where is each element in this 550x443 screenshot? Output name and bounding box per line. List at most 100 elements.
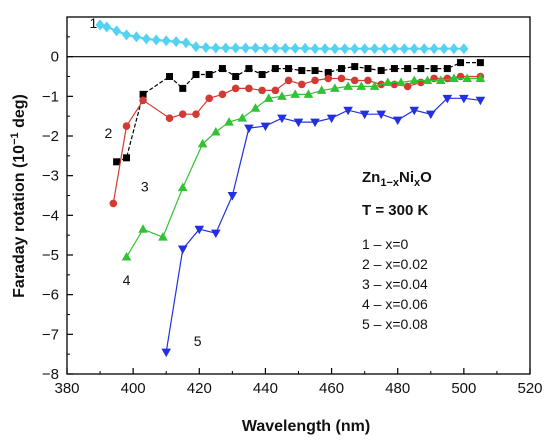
data-point — [241, 42, 251, 54]
formula-ni: Ni — [399, 169, 414, 186]
data-point — [310, 43, 320, 55]
data-point — [459, 43, 469, 55]
series-4 — [121, 73, 486, 261]
data-point — [476, 59, 484, 67]
data-point — [320, 43, 330, 55]
x-tick-label: 460 — [319, 380, 344, 397]
data-point — [290, 89, 300, 98]
data-point — [475, 96, 486, 106]
legend: 1 – x=0 2 – x=0.02 3 – x=0.04 4 – x=0.06 5 –… — [362, 236, 428, 332]
data-point — [449, 43, 459, 55]
data-point — [442, 94, 453, 104]
data-point — [396, 77, 406, 86]
data-point — [122, 29, 132, 41]
data-point — [337, 65, 345, 73]
data-point — [224, 117, 234, 126]
data-point — [462, 73, 472, 82]
data-point — [158, 232, 168, 241]
data-point — [376, 110, 386, 120]
data-point — [429, 43, 439, 55]
data-point — [351, 63, 359, 71]
data-point — [171, 36, 181, 48]
data-point — [179, 84, 187, 92]
data-point — [399, 43, 409, 55]
data-point — [350, 43, 360, 55]
data-point — [356, 81, 367, 90]
data-point — [277, 91, 287, 100]
data-point — [205, 94, 214, 103]
data-point — [102, 21, 112, 33]
data-point — [122, 122, 131, 130]
data-point — [370, 43, 380, 55]
data-point — [161, 35, 171, 47]
data-point — [300, 42, 310, 54]
data-point — [311, 76, 319, 85]
data-point — [409, 43, 419, 55]
data-point — [245, 65, 253, 73]
data-point — [232, 73, 240, 80]
data-point — [298, 80, 306, 89]
data-point — [443, 65, 451, 73]
data-point — [231, 42, 241, 54]
formula-o: O — [420, 169, 432, 186]
data-point — [177, 245, 188, 255]
data-point — [303, 89, 314, 98]
data-point — [343, 106, 353, 116]
legend-entry: 3 – x=0.04 — [362, 276, 428, 292]
data-point — [112, 25, 122, 37]
data-point — [324, 74, 333, 83]
data-point — [404, 65, 412, 73]
data-point — [271, 86, 280, 95]
data-point — [211, 229, 221, 239]
data-point — [192, 71, 200, 79]
compound-formula: Zn1−xNixO — [362, 169, 432, 189]
x-tick-label: 480 — [385, 380, 410, 397]
data-point — [369, 81, 380, 90]
data-point — [475, 73, 486, 82]
y-tick-label: −6 — [42, 287, 59, 304]
legend-entry: 5 – x=0.08 — [362, 316, 428, 332]
data-point — [425, 110, 436, 120]
data-point — [205, 71, 213, 79]
curve-labels: 1 2 3 4 5 — [90, 15, 202, 349]
series-layer — [95, 19, 486, 358]
data-point — [298, 67, 306, 75]
data-point — [350, 76, 359, 85]
data-point — [417, 78, 425, 87]
data-point — [290, 42, 300, 54]
y-axis-title: Faraday rotation (10−1 deg) — [9, 94, 28, 298]
curve-label-5: 5 — [194, 333, 202, 349]
y-tick-label: 0 — [51, 49, 59, 66]
data-point — [191, 41, 201, 53]
data-point — [260, 42, 270, 54]
data-point — [113, 158, 121, 166]
data-point — [284, 76, 293, 85]
legend-entry: 2 – x=0.02 — [362, 256, 428, 272]
data-point — [277, 114, 287, 124]
data-point — [109, 199, 118, 208]
data-point — [178, 110, 187, 118]
data-point — [165, 114, 174, 122]
y-tick-label: −2 — [42, 128, 59, 145]
data-point — [131, 31, 141, 43]
data-point — [417, 65, 425, 73]
data-point — [343, 81, 353, 90]
data-point — [379, 43, 389, 55]
data-point — [139, 96, 147, 105]
data-point — [457, 59, 465, 67]
y-tick-label: −8 — [42, 366, 59, 383]
data-point — [456, 72, 465, 81]
data-point — [177, 182, 188, 192]
data-point — [364, 65, 372, 73]
curve-label-4: 4 — [123, 272, 131, 288]
data-point — [245, 84, 253, 93]
x-tick-label: 440 — [253, 380, 278, 397]
x-tick-label: 400 — [121, 380, 146, 397]
data-point — [141, 33, 151, 45]
data-point — [337, 74, 346, 83]
data-point — [459, 94, 469, 104]
x-tick-label: 520 — [517, 380, 542, 397]
data-point — [270, 42, 280, 54]
y-tick-label: −4 — [42, 207, 59, 224]
data-point — [360, 43, 370, 55]
